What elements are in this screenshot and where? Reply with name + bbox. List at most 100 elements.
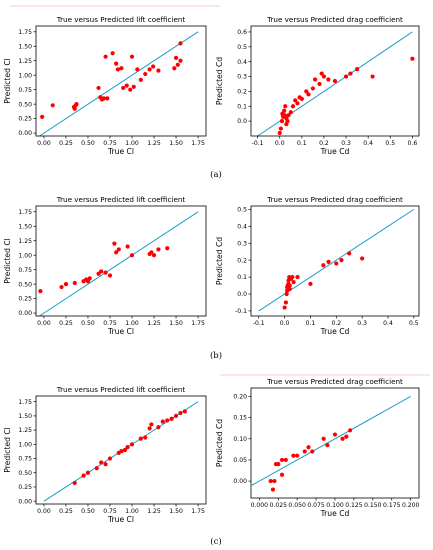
x-tick-label: 1.00 bbox=[125, 508, 139, 515]
data-point bbox=[138, 436, 143, 441]
y-axis-label: Predicted Cl bbox=[3, 427, 12, 472]
x-tick-label: 1.00 bbox=[125, 320, 139, 327]
data-point bbox=[279, 119, 285, 124]
y-tick-label: 0.50 bbox=[18, 101, 32, 108]
data-point bbox=[116, 247, 121, 252]
data-point bbox=[94, 466, 99, 471]
x-tick-label: 0.50 bbox=[81, 140, 95, 147]
y-tick-label: 0.4 bbox=[237, 59, 247, 66]
data-point bbox=[270, 487, 276, 492]
x-axis-label: True Cl bbox=[107, 147, 134, 156]
data-point bbox=[40, 114, 45, 119]
x-tick-label: 0.25 bbox=[59, 320, 73, 327]
data-point bbox=[347, 251, 352, 256]
y-tick-label: 0.1 bbox=[237, 103, 247, 110]
data-point bbox=[72, 280, 77, 286]
data-point bbox=[287, 283, 292, 288]
data-point bbox=[165, 418, 170, 423]
data-point bbox=[173, 413, 179, 418]
y-tick-label: 1.75 bbox=[18, 399, 32, 406]
data-point bbox=[151, 64, 156, 69]
y-tick-label: 0.5 bbox=[237, 44, 247, 51]
y-tick-label: 1.00 bbox=[18, 441, 32, 448]
data-point bbox=[182, 409, 187, 414]
x-tick-label: 0.1 bbox=[306, 320, 316, 327]
x-tick-label: 0.5 bbox=[409, 320, 419, 327]
data-point bbox=[277, 130, 282, 136]
data-point bbox=[321, 74, 327, 79]
data-point bbox=[135, 67, 140, 72]
data-point bbox=[348, 71, 353, 76]
chart-title: True versus Predicted drag coefficient bbox=[266, 15, 403, 24]
x-tick-label: 0.4 bbox=[383, 320, 393, 327]
y-tick-label: 0.10 bbox=[233, 436, 247, 443]
data-point bbox=[143, 71, 148, 77]
data-point bbox=[129, 442, 135, 447]
data-point bbox=[63, 282, 69, 287]
data-point bbox=[173, 55, 179, 60]
data-point bbox=[299, 96, 304, 101]
y-tick-label: 0.00 bbox=[18, 310, 32, 317]
data-point bbox=[348, 428, 353, 433]
data-point bbox=[72, 480, 77, 486]
chart-c-lift: True versus Predicted lift coefficient 0.… bbox=[3, 385, 207, 524]
data-point bbox=[160, 419, 165, 424]
data-point bbox=[326, 77, 331, 82]
x-tick-label: 1.50 bbox=[169, 320, 183, 327]
data-point bbox=[129, 54, 135, 59]
x-tick-label: 0.50 bbox=[81, 320, 95, 327]
data-point bbox=[115, 67, 121, 72]
y-tick-label: 0.25 bbox=[18, 484, 32, 491]
data-point bbox=[304, 89, 309, 94]
y-tick-label: 0.05 bbox=[233, 457, 247, 464]
data-point bbox=[282, 108, 287, 113]
y-axis-label: Predicted Cl bbox=[3, 238, 12, 283]
data-point bbox=[306, 445, 311, 450]
y-tick-label: 0.4 bbox=[237, 223, 247, 230]
data-point bbox=[105, 96, 110, 101]
x-tick-label: 1.00 bbox=[125, 140, 139, 147]
y-axis-label: Predicted Cd bbox=[215, 57, 224, 105]
y-tick-label: 1.00 bbox=[18, 252, 32, 259]
data-point bbox=[293, 98, 298, 103]
panel-label-b: (b) bbox=[210, 350, 222, 361]
chart-title: True versus Predicted lift coefficient bbox=[56, 195, 186, 204]
data-point bbox=[308, 281, 313, 286]
data-point bbox=[343, 74, 349, 79]
data-point bbox=[59, 284, 64, 290]
data-point bbox=[156, 68, 161, 73]
data-point bbox=[99, 460, 104, 465]
y-tick-label: 0.20 bbox=[233, 394, 247, 401]
data-point bbox=[103, 270, 108, 275]
x-tick-label: 0.050 bbox=[288, 502, 306, 509]
x-tick-label: 0.50 bbox=[81, 508, 95, 515]
x-tick-label: 1.25 bbox=[147, 320, 161, 327]
data-point bbox=[360, 256, 365, 261]
y-tick-label: -0.1 bbox=[235, 308, 247, 315]
x-tick-label: 0.2 bbox=[319, 140, 329, 147]
data-point bbox=[103, 54, 108, 59]
x-tick-label: 0.000 bbox=[251, 502, 269, 509]
data-point bbox=[119, 66, 124, 71]
x-tick-label: 1.75 bbox=[191, 140, 205, 147]
y-axis-label: Predicted Cl bbox=[3, 58, 12, 103]
data-point bbox=[295, 101, 300, 106]
x-tick-label: 0.25 bbox=[59, 140, 73, 147]
y-tick-label: 1.25 bbox=[18, 238, 32, 245]
y-tick-label: 1.25 bbox=[18, 427, 32, 434]
data-point bbox=[119, 449, 124, 454]
data-point bbox=[282, 305, 287, 310]
x-tick-label: 0.025 bbox=[270, 502, 288, 509]
chart-title: True versus Predicted drag coefficient bbox=[266, 377, 403, 386]
y-tick-label: 1.75 bbox=[18, 29, 32, 36]
data-point bbox=[96, 85, 101, 91]
data-point bbox=[313, 77, 318, 82]
data-point bbox=[87, 276, 92, 281]
y-tick-label: 0.50 bbox=[18, 470, 32, 477]
data-point bbox=[129, 253, 135, 258]
chart-title: True versus Predicted lift coefficient bbox=[56, 15, 186, 24]
x-tick-label: 0.5 bbox=[385, 140, 395, 147]
x-tick-label: 0.1 bbox=[297, 140, 307, 147]
data-point bbox=[344, 434, 349, 439]
